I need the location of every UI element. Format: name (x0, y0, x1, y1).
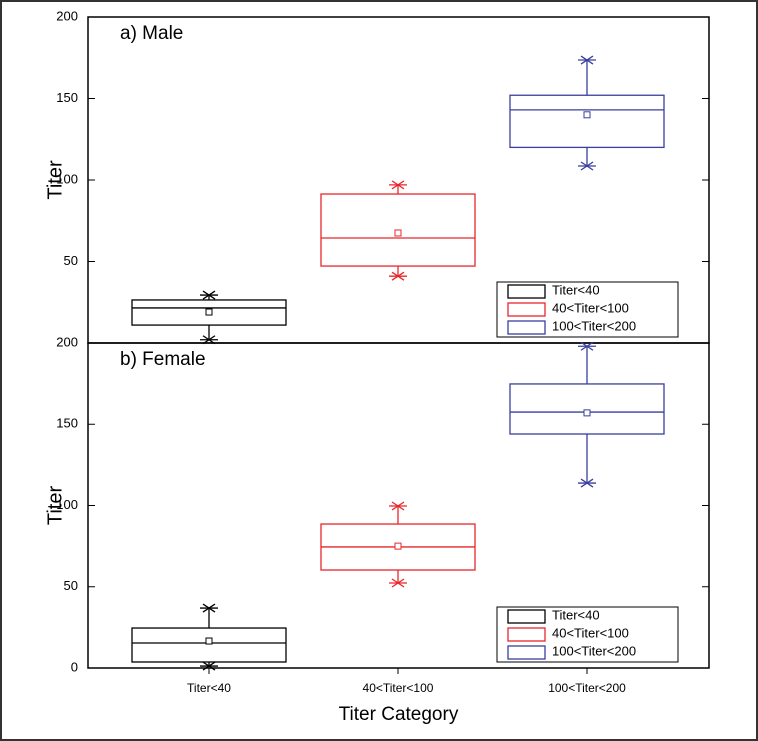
x-tick-label: Titer<40 (187, 681, 231, 695)
y-tick-label: 200 (56, 334, 78, 349)
whisker-star (580, 341, 594, 351)
whisker-star (580, 55, 594, 65)
legend-swatch (507, 284, 546, 299)
mean-marker (394, 229, 402, 237)
legend-label: 100<Titer<200 (552, 643, 636, 658)
legend-label: 40<Titer<100 (552, 300, 629, 315)
mean-marker (583, 409, 591, 417)
y-tick-label: 100 (56, 171, 78, 186)
legend-box (496, 281, 679, 338)
legend-label: 40<Titer<100 (552, 625, 629, 640)
mean-marker (205, 637, 213, 645)
panel-title: a) Male (120, 23, 183, 44)
x-tick-label: 40<Titer<100 (363, 681, 434, 695)
box (131, 299, 287, 326)
mean-marker (583, 111, 591, 119)
whisker-star (202, 661, 216, 671)
x-tick-label: 100<Titer<200 (548, 681, 626, 695)
mean-marker (205, 308, 213, 316)
legend-swatch (507, 302, 546, 317)
whisker-star (391, 180, 405, 190)
whisker-star (391, 578, 405, 588)
y-tick-label: 0 (71, 659, 78, 674)
legend-box (496, 606, 679, 663)
y-tick-label: 200 (56, 8, 78, 23)
box (509, 94, 665, 149)
x-axis-label: Titer Category (339, 704, 459, 725)
whisker-star (202, 290, 216, 300)
legend-swatch (507, 645, 546, 660)
y-axis-label: Titer (44, 160, 66, 200)
panel-title: b) Female (120, 349, 206, 370)
y-axis-label: Titer (44, 486, 66, 526)
box (320, 193, 476, 267)
y-tick-label: 50 (64, 578, 78, 593)
whisker-star (202, 603, 216, 613)
y-tick-label: 150 (56, 416, 78, 431)
whisker-star (580, 478, 594, 488)
legend-swatch (507, 320, 546, 335)
legend-label: Titer<40 (552, 282, 600, 297)
whisker-star (391, 501, 405, 511)
box (509, 383, 665, 435)
box (131, 627, 287, 663)
whisker-star (580, 161, 594, 171)
y-tick-label: 150 (56, 90, 78, 105)
legend-swatch (507, 609, 546, 624)
legend-swatch (507, 627, 546, 642)
y-tick-label: 100 (56, 497, 78, 512)
legend-label: 100<Titer<200 (552, 318, 636, 333)
mean-marker (394, 542, 402, 550)
legend-label: Titer<40 (552, 607, 600, 622)
whisker-star (391, 271, 405, 281)
y-tick-label: 50 (64, 253, 78, 268)
